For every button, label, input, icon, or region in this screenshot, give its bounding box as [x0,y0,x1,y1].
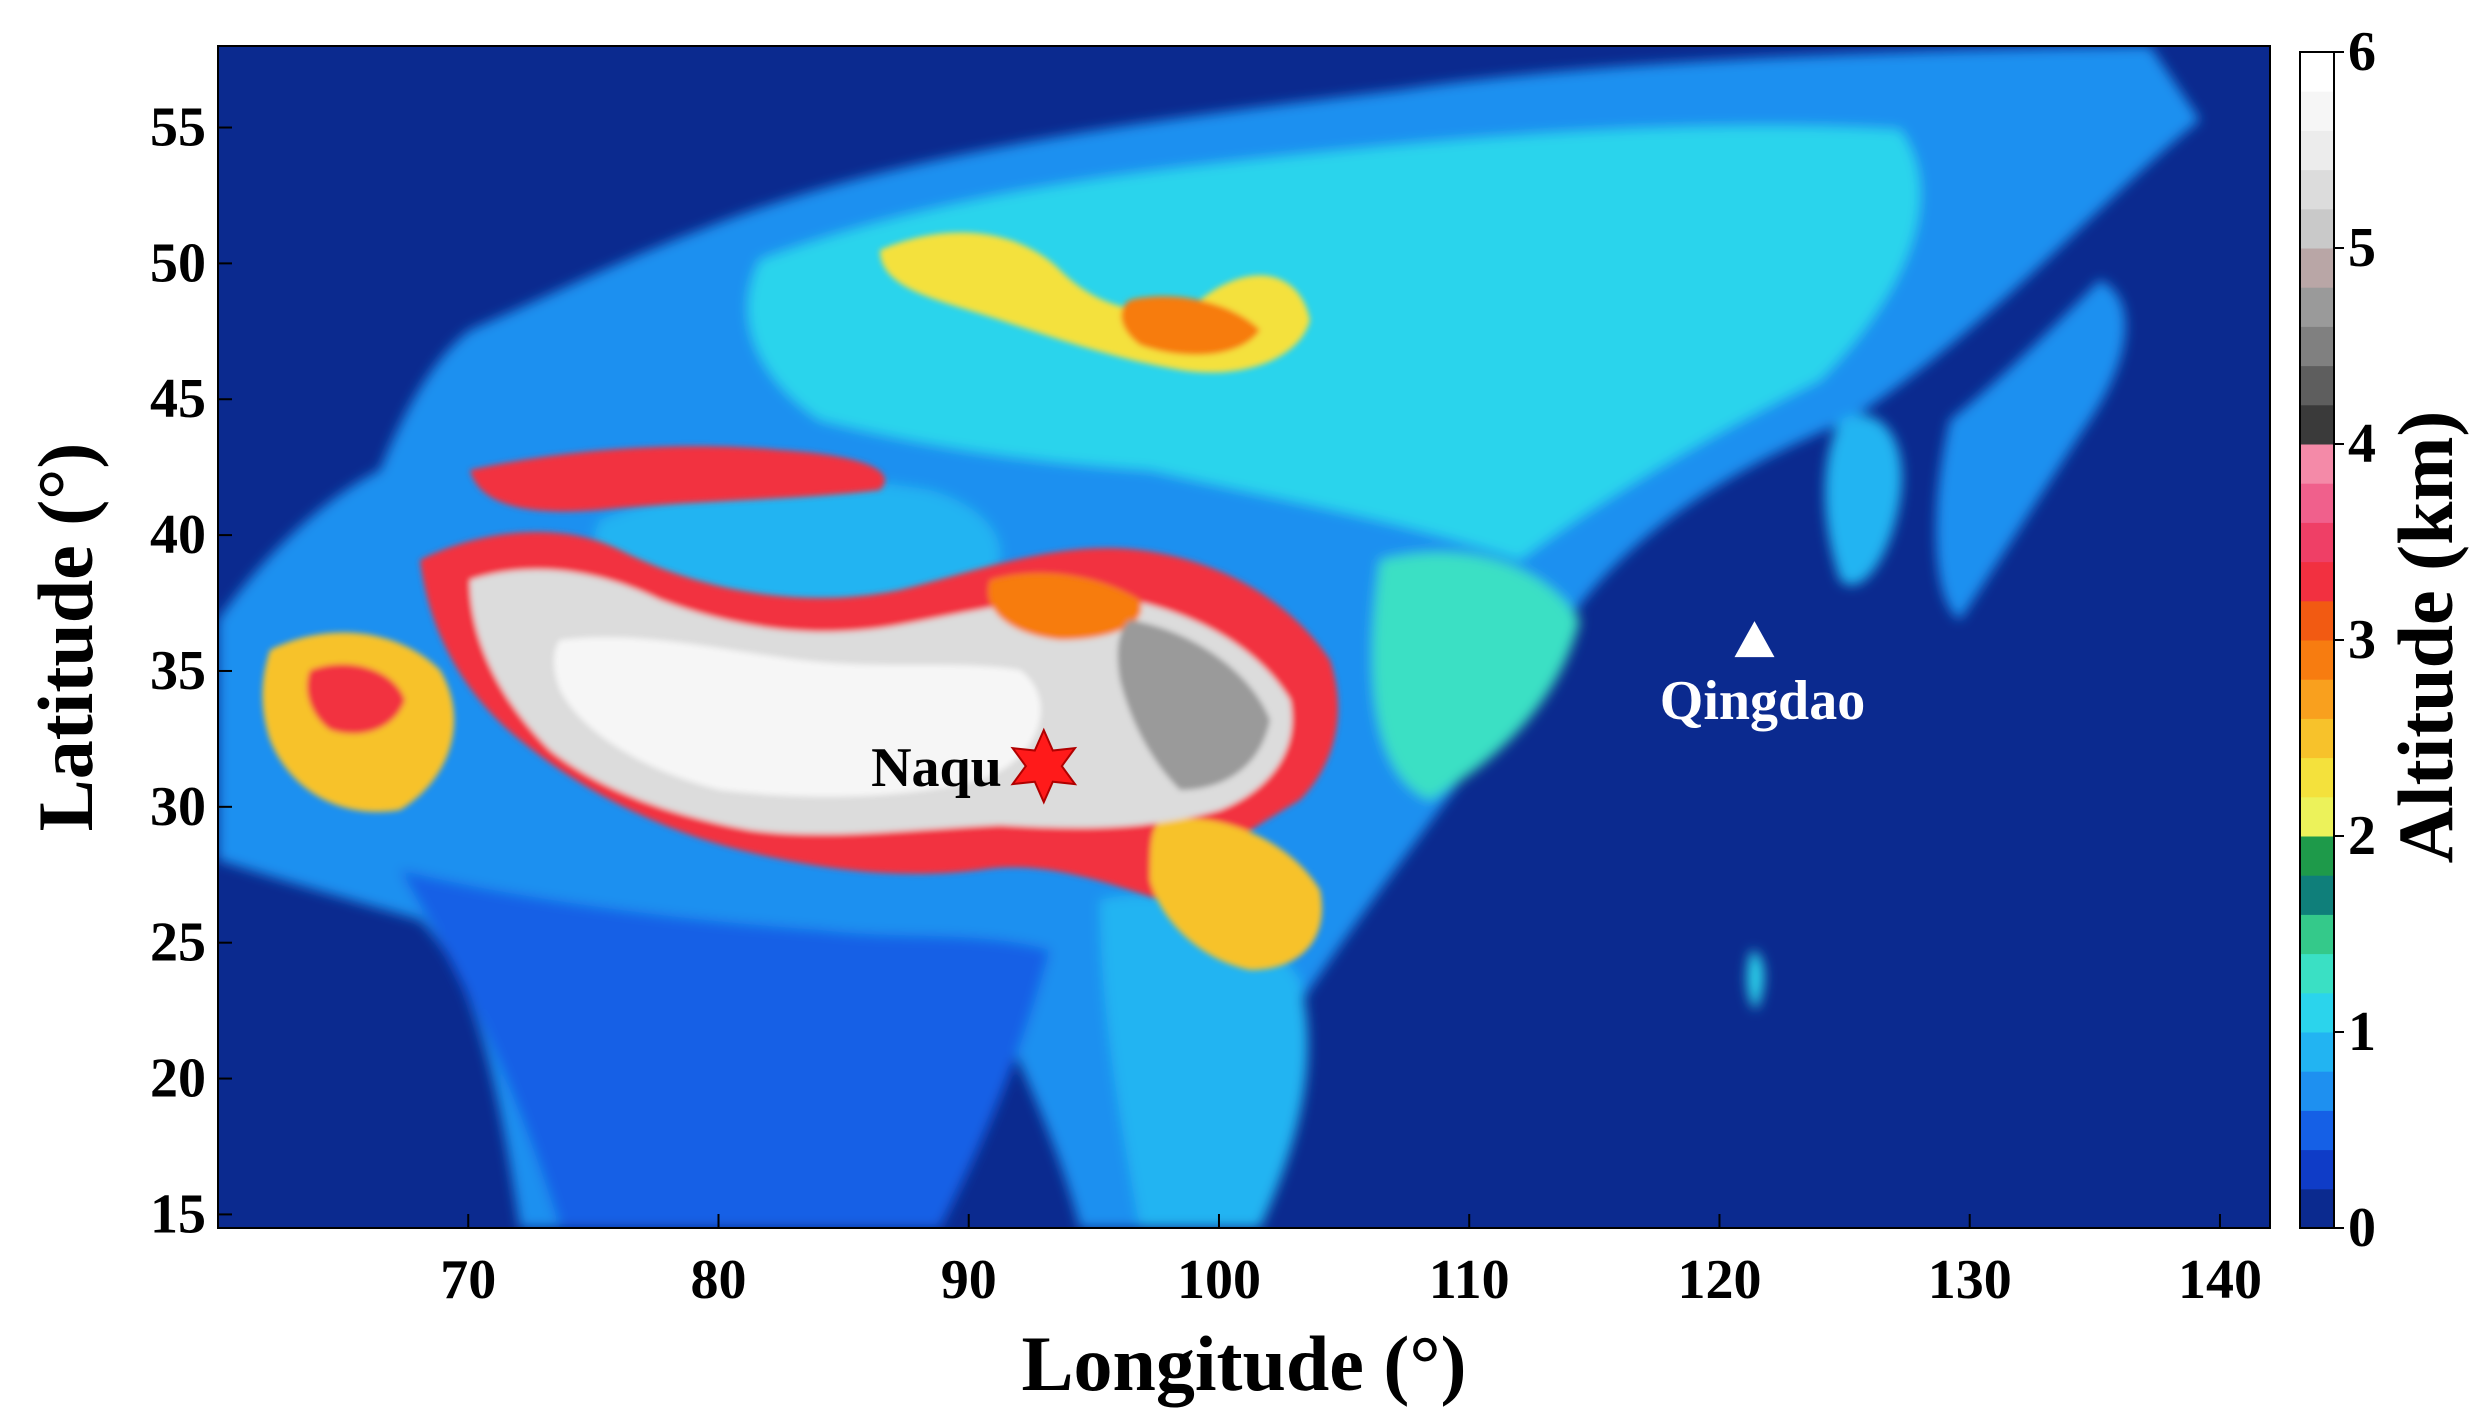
map-plot-area: Naqu Qingdao [218,46,2270,1228]
khangai-core [1121,296,1260,355]
plateau-interior [554,637,1041,797]
colorbar-tick-label: 4 [2348,413,2376,475]
colorbar-swatch [2300,796,2334,837]
colorbar-tick-label: 3 [2348,609,2376,671]
colorbar-swatch [2300,365,2334,406]
colorbar-swatch [2300,52,2334,92]
hindukush-core [306,664,405,734]
y-tick-label: 20 [150,1048,206,1110]
colorbar-swatch [2300,953,2334,994]
y-axis-title: Latitude (°) [22,443,109,832]
x-tick-label: 80 [690,1249,746,1311]
colorbar-swatch [2300,1149,2334,1190]
x-axis-title: Longitude (°) [1021,1320,1466,1407]
east-china-plain [1372,552,1580,800]
colorbar-swatch [2300,679,2334,719]
x-tick-label: 90 [941,1249,997,1311]
colorbar-swatch [2300,326,2334,367]
y-tick-label: 45 [150,368,206,430]
colorbar-tick-label: 6 [2348,21,2376,83]
colorbar-swatch [2300,248,2334,288]
x-tick-label: 120 [1677,1249,1761,1311]
x-tick-label: 140 [2178,1249,2262,1311]
y-tick-label: 15 [150,1183,206,1245]
x-tick-label: 70 [440,1249,496,1311]
y-axis: 15 20 25 30 35 40 45 50 55 [150,97,232,1245]
plot-frame [217,45,2271,1229]
colorbar-title: Altitude (km) [2382,411,2469,864]
colorbar: 0 1 2 3 4 5 6 [2299,21,2376,1259]
colorbar-swatch [2300,287,2334,327]
colorbar-swatch [2300,914,2334,955]
colorbar-swatch [2300,718,2334,759]
y-tick-label: 35 [150,640,206,702]
qingdao-triangle-marker [1734,621,1775,658]
y-tick-label: 50 [150,232,206,294]
x-tick-label: 100 [1177,1249,1261,1311]
y-tick-label: 30 [150,776,206,838]
colorbar-swatch [2300,875,2334,915]
naqu-label: Naqu [871,737,1002,799]
colorbar-swatch [2300,130,2334,171]
y-tick-label: 55 [150,97,206,159]
mongolia-steppe [748,126,1921,560]
colorbar-swatch [2300,600,2334,641]
colorbar-swatch [2300,91,2334,131]
colorbar-swatch [2300,836,2334,876]
colorbar-swatch [2300,1071,2334,1111]
x-axis: 70 80 90 100 110 120 130 140 [440,1214,2262,1311]
colorbar-swatch [2300,169,2334,210]
colorbar-swatch [2300,1188,2334,1229]
colorbar-swatch [2300,522,2334,563]
taiwan-island [1747,950,1764,1010]
colorbar-swatch [2300,992,2334,1033]
japan-islands [1936,280,2126,620]
colorbar-tick-label: 1 [2348,1001,2376,1063]
highland-layer [262,232,1339,970]
hengduan-mountains [1150,818,1322,970]
colorbar-swatch [2300,1110,2334,1151]
y-tick-label: 25 [150,912,206,974]
colorbar-swatch [2300,1032,2334,1072]
korea-peninsula [1825,414,1902,586]
tianshan-range [470,446,886,512]
colorbar-swatch [2300,444,2334,484]
colorbar-tick-label: 5 [2348,217,2376,279]
x-tick-label: 110 [1429,1249,1510,1311]
colorbar-swatch [2300,404,2334,445]
colorbar-swatch [2300,757,2334,798]
qaidam-basin [988,572,1142,640]
colorbar-swatch [2300,561,2334,602]
naqu-star-marker [1010,727,1078,805]
colorbar-swatch [2300,640,2334,680]
india-lowland [400,870,1050,1228]
colorbar-tick-label: 2 [2348,805,2376,867]
colorbar-swatch [2300,208,2334,249]
x-tick-label: 130 [1928,1249,2012,1311]
y-tick-label: 40 [150,504,206,566]
eastern-plateau-gray [1117,620,1270,790]
qingdao-label: Qingdao [1660,670,1865,732]
colorbar-tick-label: 0 [2348,1197,2376,1259]
indochina [1100,894,1308,1228]
colorbar-swatch [2300,483,2334,523]
